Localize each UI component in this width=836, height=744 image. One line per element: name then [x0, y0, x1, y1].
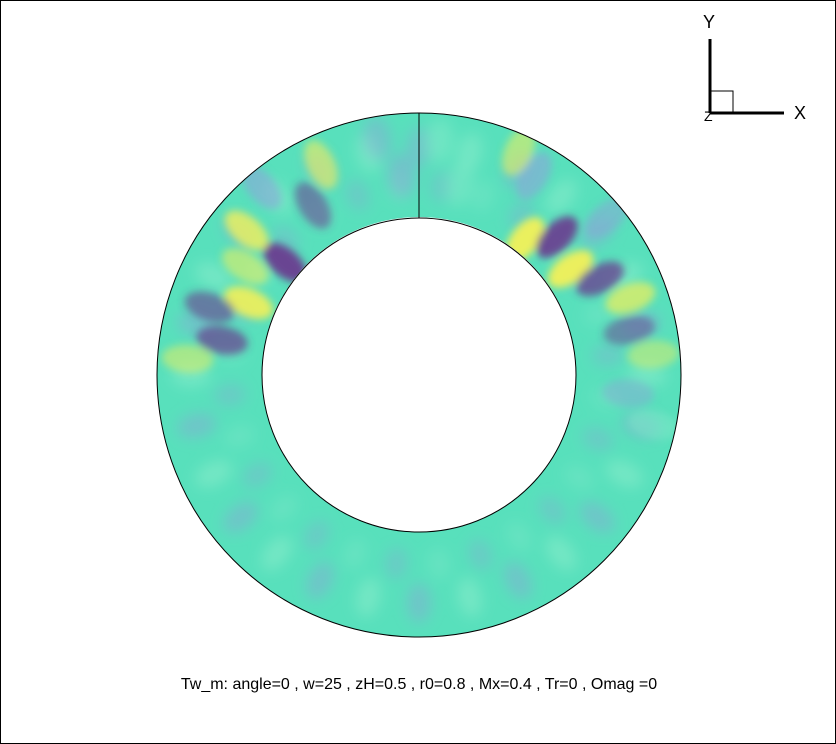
field-peak-left — [294, 182, 332, 229]
field-ripple-inner — [468, 539, 493, 571]
field-ripple-outer — [457, 133, 483, 173]
field-ripple-outer — [355, 577, 381, 617]
field-ripple-inner — [214, 383, 246, 406]
field-peak-left — [184, 291, 235, 323]
triad-x-label: X — [794, 103, 806, 123]
field-ripple-outer — [579, 501, 615, 533]
field-peak-right — [547, 250, 594, 288]
field-ripple-inner — [506, 521, 532, 552]
field-ripple-outer — [261, 535, 293, 571]
field-ripple-inner — [592, 344, 624, 367]
field-ripple-outer — [545, 179, 577, 215]
triad-y-label: Y — [703, 12, 715, 32]
axes-triad: Y X Z — [703, 12, 806, 124]
field-ripple-inner — [564, 464, 594, 490]
field-ripple-outer — [306, 561, 334, 600]
field-peak-right — [602, 379, 655, 408]
field-ripple-outer — [504, 561, 532, 600]
field-peak-left — [224, 286, 274, 320]
field-peak-top — [387, 153, 416, 198]
field-ripple-inner — [427, 548, 450, 580]
field-ripple-inner — [269, 494, 298, 522]
field-peak-right — [576, 261, 624, 297]
field-ripple-inner — [304, 520, 330, 550]
field-ripple-inner — [471, 180, 495, 212]
triad-corner-box — [709, 90, 734, 114]
field-peak-left — [304, 140, 338, 189]
field-peak-top — [362, 116, 392, 161]
field-peak-left — [221, 248, 269, 285]
field-ripple-inner — [242, 462, 273, 488]
field-ripple-outer — [194, 460, 233, 488]
field-peak-left — [224, 210, 269, 251]
field-peak-right — [603, 315, 655, 346]
field-peak-left — [241, 165, 282, 210]
field-ripple-outer — [457, 577, 483, 617]
field-ripple-inner — [343, 538, 367, 570]
field-ripple-inner — [345, 179, 370, 211]
field-ripple-inner — [538, 496, 566, 525]
triad-z-label: Z — [704, 108, 713, 124]
field-peak-top — [445, 162, 474, 207]
field-peak-right — [628, 410, 680, 440]
inner-boundary — [261, 217, 577, 533]
field-peaks — [161, 126, 680, 440]
field-ripple-outer — [194, 262, 233, 290]
field-peak-top — [425, 118, 454, 163]
field-ripple-outer — [545, 535, 577, 571]
field-peak-left — [161, 344, 214, 373]
field-ripple-outer — [177, 413, 217, 439]
field-peak-right — [584, 197, 629, 238]
field-ripple-outer — [605, 460, 644, 488]
field-ripple-inner — [385, 547, 408, 580]
field-peak-left — [196, 325, 248, 355]
field-ripple-inner — [582, 427, 614, 451]
field-peak-right — [536, 216, 578, 258]
field-peak-right — [627, 340, 680, 369]
plot-caption: Tw_m: angle=0 , w=25 , zH=0.5 , r0=0.8 ,… — [180, 676, 658, 693]
field-peak-right — [605, 282, 656, 314]
field-peak-right — [502, 126, 536, 176]
field-ripple-outer — [407, 583, 431, 623]
field-ripple-inner — [223, 424, 255, 449]
field-ripple-outer — [223, 501, 259, 533]
field-peak-left — [263, 242, 307, 283]
